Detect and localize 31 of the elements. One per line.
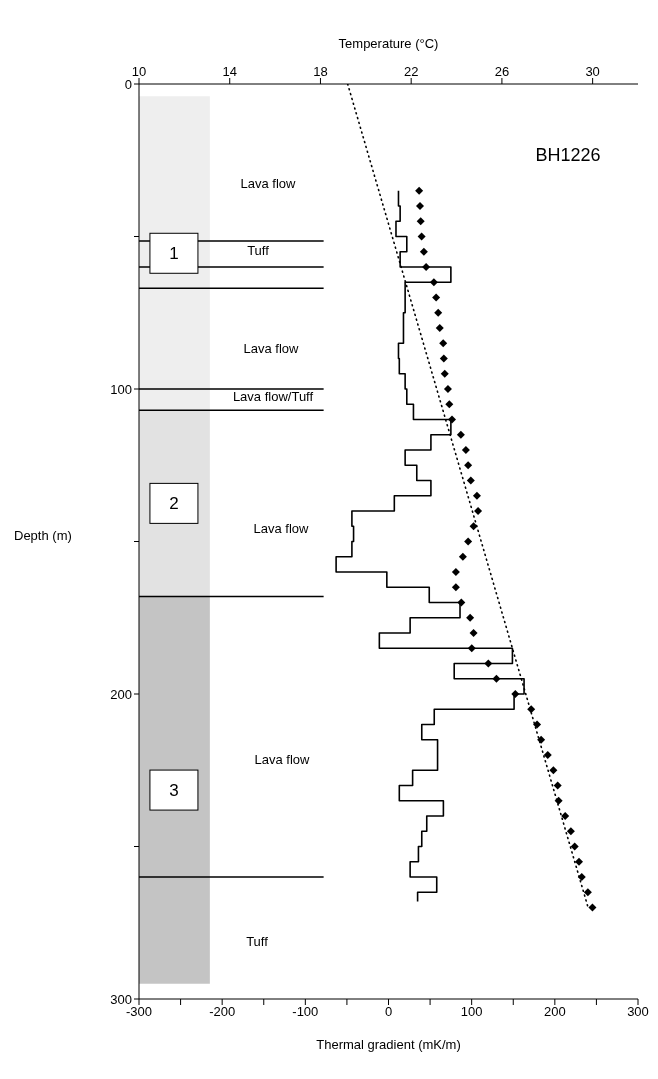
y-tick-label: 0 xyxy=(124,76,132,92)
x-tick-label: 200 xyxy=(543,1004,566,1020)
band-label: 3 xyxy=(169,781,179,801)
x-tick-label: 100 xyxy=(460,1004,483,1020)
y-tick-label: 300 xyxy=(110,991,132,1007)
x2-tick-label: 26 xyxy=(494,64,510,79)
x2-axis-title: Temperature (°C) xyxy=(338,36,439,52)
band-label: 1 xyxy=(169,244,179,264)
annotation: Tuff xyxy=(246,933,268,949)
annotation: Lava flow xyxy=(243,340,299,356)
y-axis-title: Depth (m) xyxy=(14,528,72,543)
annotation: Lava flow xyxy=(253,520,309,536)
x2-tick-label: 22 xyxy=(403,64,419,79)
x2-tick-label: 10 xyxy=(131,64,147,79)
x2-tick-label: 18 xyxy=(313,64,328,79)
annotation: Lava flow xyxy=(254,751,310,767)
band-label: 2 xyxy=(169,494,179,514)
annotation: Lava flow xyxy=(240,175,296,191)
x2-tick-label: 30 xyxy=(585,64,600,79)
x-tick-label: -200 xyxy=(209,1004,236,1020)
y-tick-label: 200 xyxy=(110,686,132,702)
annotation: Lava flow/Tuff xyxy=(232,388,314,404)
x-tick-label: -300 xyxy=(125,1004,153,1020)
x-tick-label: -100 xyxy=(292,1004,319,1020)
annotation: Tuff xyxy=(247,242,269,258)
x-axis-title: Thermal gradient (mK/m) xyxy=(316,1037,461,1052)
x-tick-label: 300 xyxy=(627,1004,649,1020)
x2-tick-label: 14 xyxy=(222,64,237,79)
annotation: BH1226 xyxy=(535,145,601,165)
y-tick-label: 100 xyxy=(110,381,132,397)
x-tick-label: 0 xyxy=(384,1004,393,1020)
